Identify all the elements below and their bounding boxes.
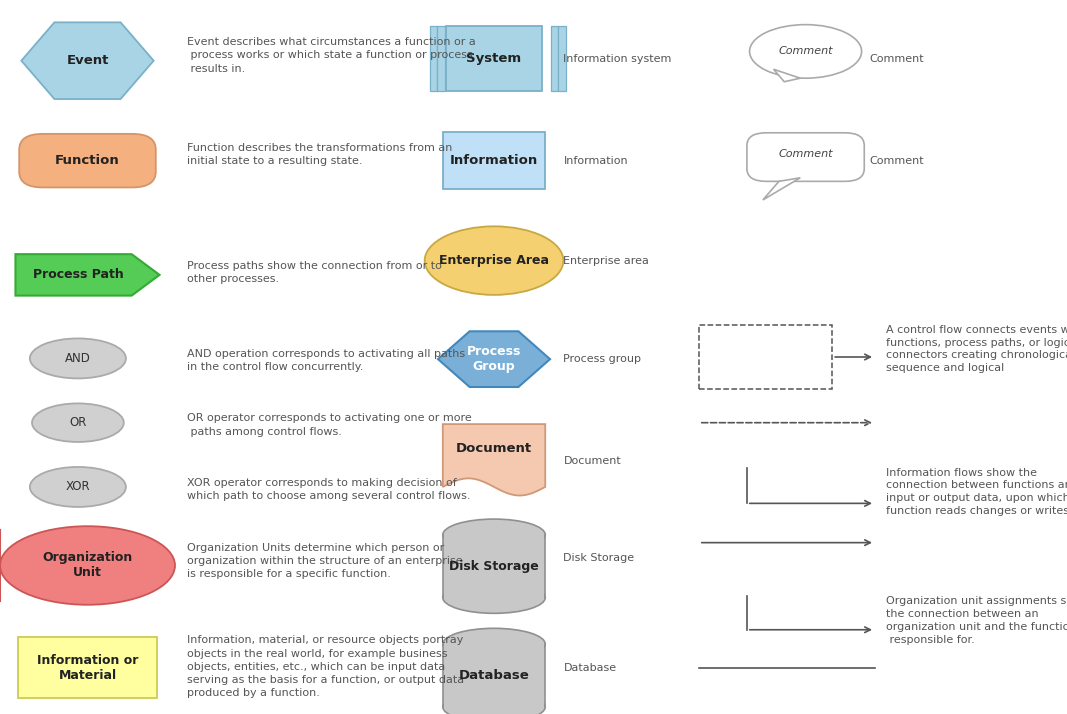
Text: Disk Storage: Disk Storage bbox=[449, 560, 539, 573]
Ellipse shape bbox=[30, 338, 126, 378]
Ellipse shape bbox=[0, 526, 175, 605]
Ellipse shape bbox=[443, 582, 545, 613]
Text: Event describes what circumstances a function or a
 process works or which state: Event describes what circumstances a fun… bbox=[187, 37, 476, 74]
FancyBboxPatch shape bbox=[19, 134, 156, 187]
Text: Information, material, or resource objects portray
objects in the real world, fo: Information, material, or resource objec… bbox=[187, 635, 464, 698]
Text: Database: Database bbox=[459, 669, 529, 682]
Text: Information: Information bbox=[450, 154, 538, 167]
Text: Information or
Material: Information or Material bbox=[36, 653, 139, 682]
Text: Organization
Unit: Organization Unit bbox=[43, 551, 132, 580]
Text: Information: Information bbox=[563, 156, 628, 166]
Text: Disk Storage: Disk Storage bbox=[563, 553, 635, 563]
Polygon shape bbox=[443, 424, 545, 496]
FancyBboxPatch shape bbox=[747, 133, 864, 181]
Text: Database: Database bbox=[563, 663, 617, 673]
Text: System: System bbox=[466, 52, 522, 65]
Bar bbox=[444, 644, 544, 706]
Text: Enterprise Area: Enterprise Area bbox=[439, 254, 550, 267]
Ellipse shape bbox=[749, 25, 862, 78]
Text: Process
Group: Process Group bbox=[467, 345, 521, 373]
Text: Document: Document bbox=[456, 442, 532, 455]
Polygon shape bbox=[763, 178, 800, 200]
Ellipse shape bbox=[30, 467, 126, 507]
Text: Information flows show the
connection between functions and
input or output data: Information flows show the connection be… bbox=[886, 468, 1067, 516]
Text: OR: OR bbox=[69, 416, 86, 429]
Polygon shape bbox=[21, 22, 154, 99]
Text: Function: Function bbox=[55, 154, 120, 167]
Bar bbox=[437, 26, 445, 91]
Text: Comment: Comment bbox=[778, 46, 833, 56]
Text: OR operator corresponds to activating one or more
 paths among control flows.: OR operator corresponds to activating on… bbox=[187, 413, 472, 436]
Text: Process Path: Process Path bbox=[33, 268, 124, 281]
Text: Information system: Information system bbox=[563, 54, 672, 64]
Bar bbox=[443, 535, 545, 598]
Bar bbox=[551, 26, 558, 91]
Text: Comment: Comment bbox=[778, 149, 833, 159]
Ellipse shape bbox=[443, 519, 545, 550]
Bar bbox=[444, 535, 544, 597]
Ellipse shape bbox=[425, 226, 563, 295]
Text: Event: Event bbox=[66, 54, 109, 67]
Ellipse shape bbox=[443, 628, 545, 660]
Polygon shape bbox=[439, 331, 551, 387]
Text: A control flow connects events with
functions, process paths, or logical
connect: A control flow connects events with func… bbox=[886, 325, 1067, 373]
Bar bbox=[430, 26, 437, 91]
Polygon shape bbox=[774, 69, 800, 81]
Bar bbox=[446, 26, 542, 91]
Text: Comment: Comment bbox=[870, 54, 924, 64]
Text: Organization unit assignments show
the connection between an
organization unit a: Organization unit assignments show the c… bbox=[886, 596, 1067, 645]
Text: XOR operator corresponds to making decision of
which path to choose among severa: XOR operator corresponds to making decis… bbox=[187, 478, 471, 501]
Text: Comment: Comment bbox=[870, 156, 924, 166]
Bar bbox=[443, 644, 545, 707]
Text: Function describes the transformations from an
initial state to a resulting stat: Function describes the transformations f… bbox=[187, 143, 452, 166]
Bar bbox=[558, 26, 566, 91]
Text: XOR: XOR bbox=[65, 481, 91, 493]
Text: Document: Document bbox=[563, 456, 621, 466]
Bar bbox=[444, 132, 545, 189]
Ellipse shape bbox=[32, 403, 124, 442]
Text: Enterprise area: Enterprise area bbox=[563, 256, 649, 266]
Ellipse shape bbox=[443, 691, 545, 714]
Bar bbox=[699, 325, 832, 389]
Text: Process group: Process group bbox=[563, 354, 641, 364]
Text: AND operation corresponds to activating all paths
in the control flow concurrent: AND operation corresponds to activating … bbox=[187, 349, 465, 372]
Text: Process paths show the connection from or to
other processes.: Process paths show the connection from o… bbox=[187, 261, 442, 283]
Text: Organization Units determine which person or
organization within the structure o: Organization Units determine which perso… bbox=[187, 543, 462, 579]
Bar bbox=[18, 637, 157, 698]
Polygon shape bbox=[15, 254, 160, 296]
Text: AND: AND bbox=[65, 352, 91, 365]
